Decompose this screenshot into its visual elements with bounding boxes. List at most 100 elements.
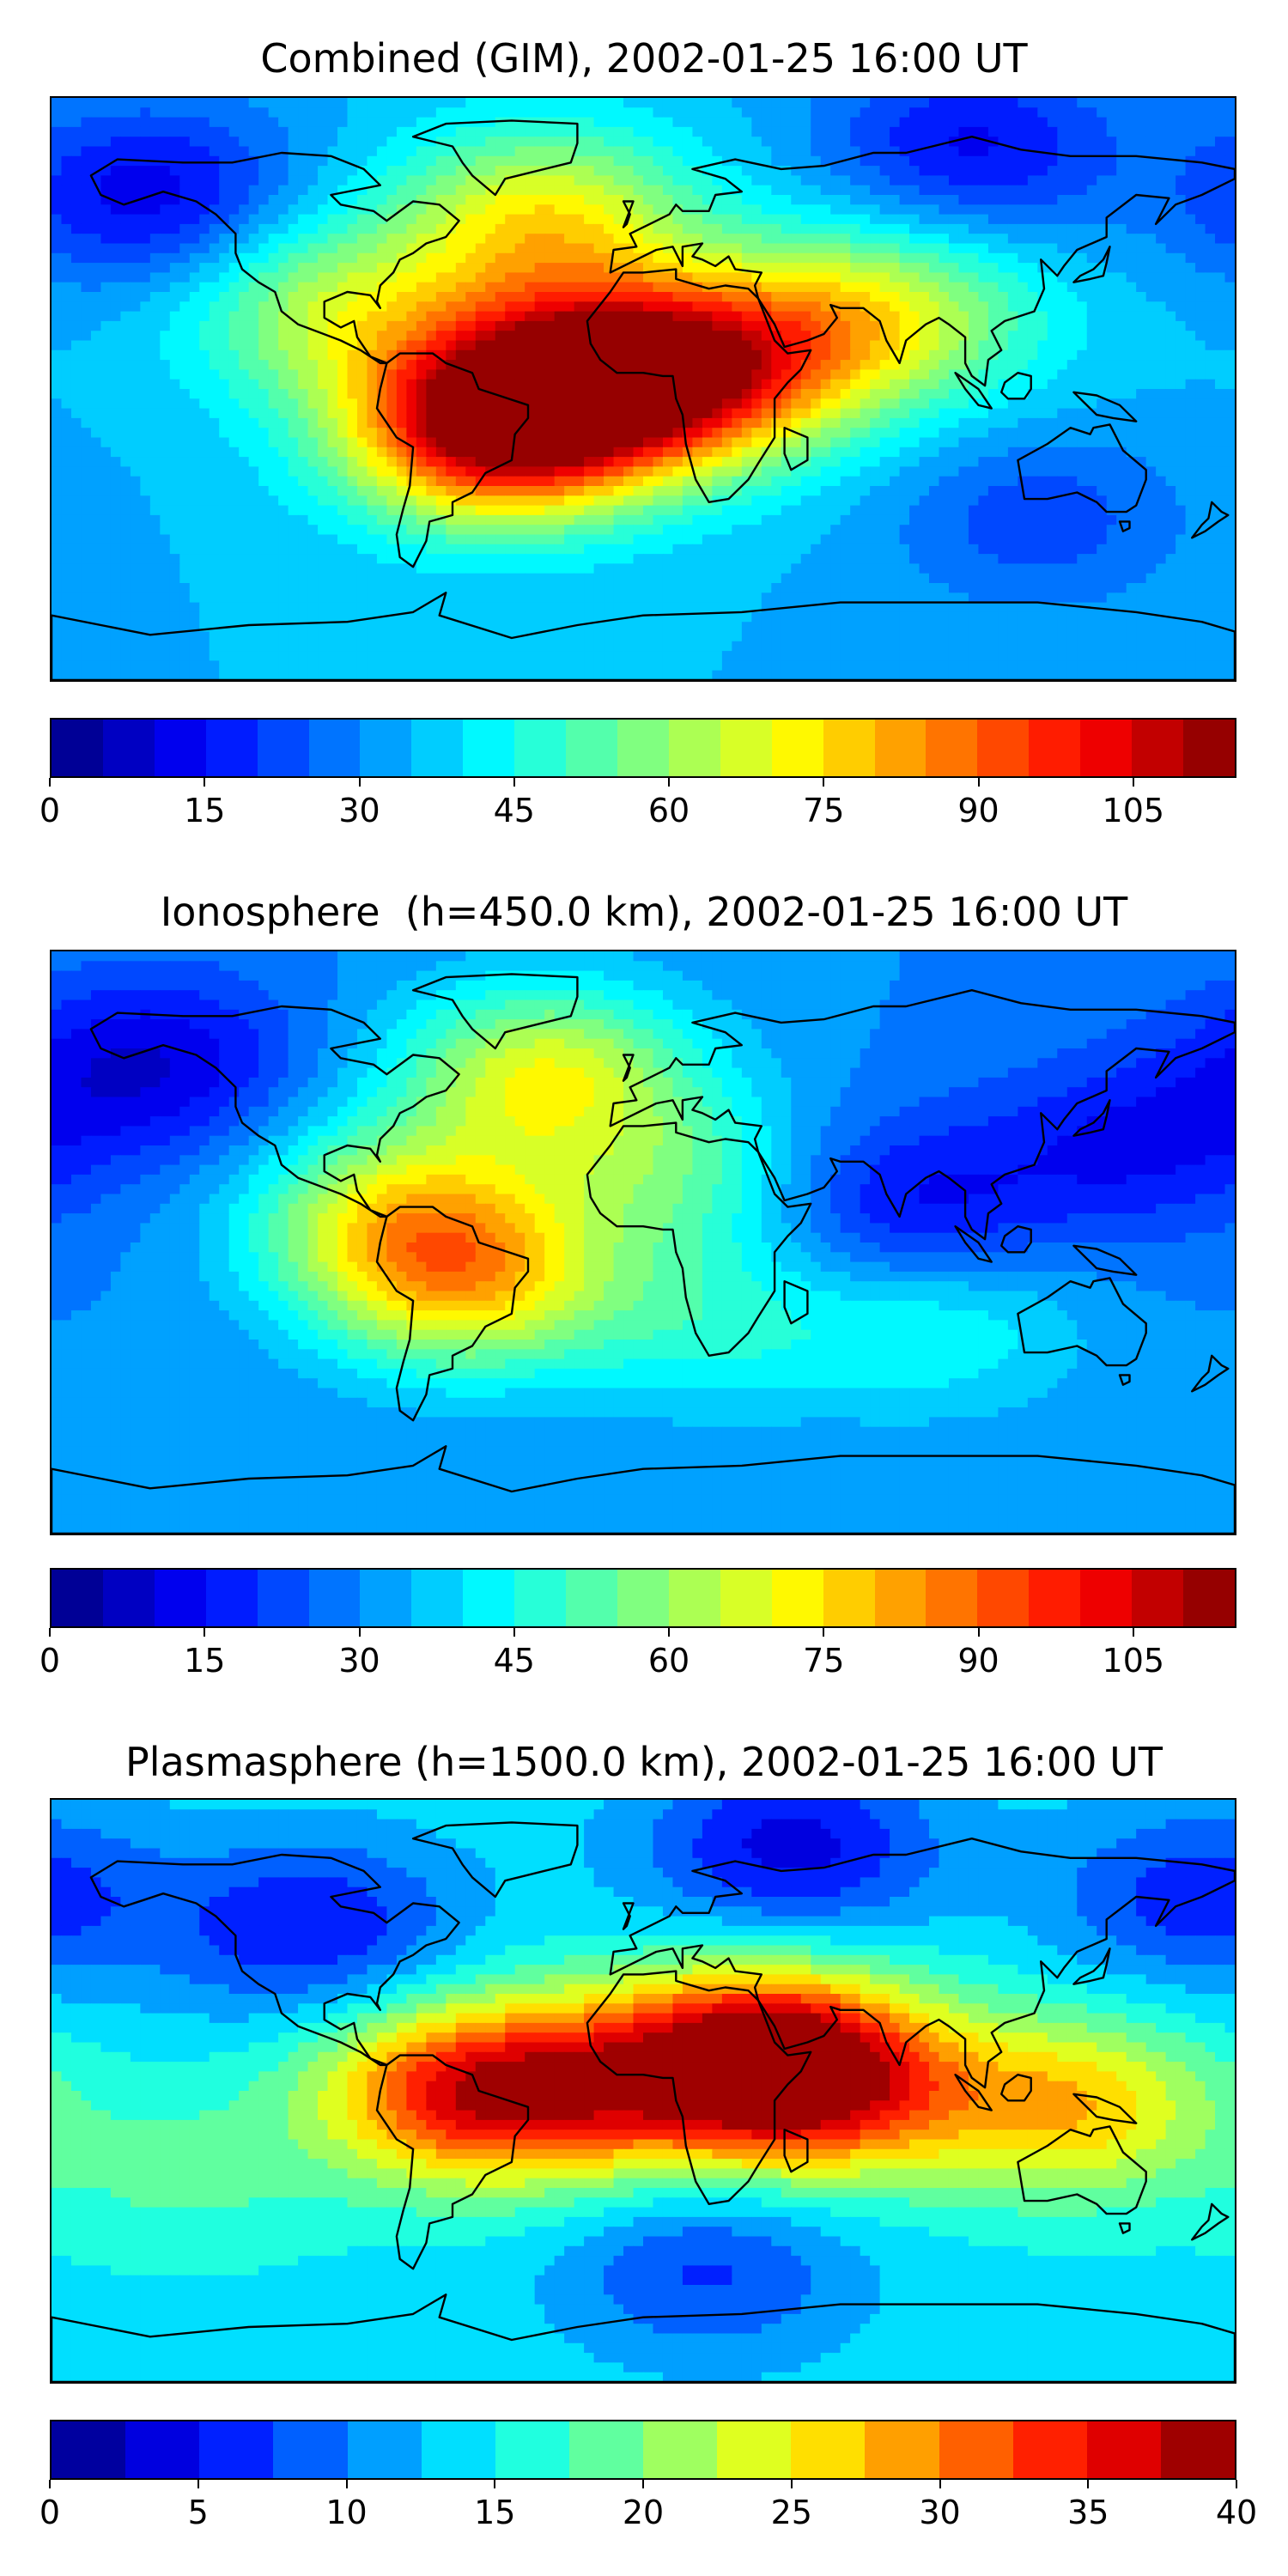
colorbar-tick: [494, 2480, 496, 2488]
colorbar-segment: [360, 1570, 412, 1626]
colorbar-tick-label: 90: [957, 1642, 999, 1680]
coastline-12: [1000, 372, 1032, 400]
colorbar-segment: [273, 2421, 348, 2478]
coastline-5: [609, 989, 1235, 1241]
colorbar-tick-label: 15: [184, 1642, 225, 1680]
panel-1-colorbar-ticks: 0 15 30 45 60 75 90 105: [39, 778, 1236, 829]
colorbar-tick-label: 15: [474, 2494, 515, 2531]
colorbar-segment: [823, 720, 875, 776]
coastline-0: [89, 151, 460, 365]
colorbar-tick-label: 90: [957, 792, 999, 829]
coastline-7: [1017, 423, 1147, 513]
panel-2-title: Ionosphere (h=450.0 km), 2002-01-25 16:0…: [0, 888, 1288, 936]
panel-2-map-svg: [52, 951, 1235, 1534]
coastline-4: [783, 1280, 809, 1325]
colorbar-segment: [926, 720, 978, 776]
colorbar-tick-label: 105: [1103, 1642, 1165, 1680]
colorbar-segment: [1012, 2421, 1087, 2478]
colorbar-segment: [154, 1570, 206, 1626]
coastline-4: [783, 427, 809, 471]
panel-3-map: [50, 1798, 1236, 2384]
colorbar-tick: [1236, 2480, 1237, 2488]
colorbar-tick: [358, 778, 361, 787]
coastline-11: [954, 2074, 993, 2111]
coastline-6: [622, 1054, 635, 1082]
colorbar-tick: [939, 2480, 941, 2488]
colorbar-tick-label: 60: [648, 792, 690, 829]
colorbar-tick-label: 75: [803, 1642, 844, 1680]
coastline-5: [609, 1838, 1235, 2089]
colorbar-tick: [513, 778, 515, 787]
coastline-13: [1072, 1244, 1138, 1276]
colorbar-segment: [568, 2421, 643, 2478]
coastline-8: [1118, 520, 1131, 532]
colorbar-tick-label: 5: [188, 2494, 209, 2531]
coastline-6: [622, 1902, 635, 1930]
colorbar-tick: [668, 778, 671, 787]
coastline-13: [1072, 391, 1138, 422]
colorbar-tick-label: 15: [184, 792, 225, 829]
field-layer: [52, 1800, 1235, 2382]
coastline-8: [1118, 1374, 1131, 1386]
colorbar-tick: [1132, 778, 1134, 787]
colorbar-tick: [49, 778, 51, 787]
colorbar-segment: [668, 720, 720, 776]
coastline-6: [622, 200, 635, 228]
colorbar-segment: [52, 720, 103, 776]
panel-3-map-svg: [52, 1800, 1235, 2382]
colorbar-segment: [125, 2421, 200, 2478]
colorbar-segment: [1132, 1570, 1183, 1626]
coastline-11: [954, 372, 993, 410]
coastlines: [52, 1821, 1235, 2382]
colorbar-segment: [199, 2421, 274, 2478]
colorbar-segment: [720, 1570, 772, 1626]
colorbar-segment: [52, 2421, 126, 2478]
colorbar-segment: [1086, 2421, 1161, 2478]
colorbar-tick: [823, 778, 825, 787]
panel-3-colorbar: [50, 2420, 1236, 2480]
colorbar-tick: [977, 1628, 980, 1637]
colorbar-tick: [642, 2480, 644, 2488]
colorbar-tick-label: 0: [39, 2494, 60, 2531]
coastline-14: [52, 1445, 1235, 1534]
coastline-5: [609, 136, 1235, 387]
colorbar-segment: [643, 2421, 718, 2478]
colorbar-segment: [1182, 1570, 1235, 1626]
coastline-11: [954, 1225, 993, 1263]
coastline-8: [1118, 2222, 1131, 2234]
colorbar-segment: [411, 720, 464, 776]
colorbar-tick: [197, 2480, 199, 2488]
coastline-7: [1017, 2125, 1147, 2215]
colorbar-segment: [205, 720, 258, 776]
coastline-2: [375, 352, 530, 568]
colorbar-tick: [204, 1628, 206, 1637]
colorbar-segment: [1029, 1570, 1081, 1626]
coastline-4: [783, 2129, 809, 2173]
colorbar-segment: [1029, 720, 1081, 776]
colorbar-segment: [154, 720, 206, 776]
colorbar-segment: [102, 1570, 155, 1626]
colorbar-segment: [566, 720, 617, 776]
colorbar-tick-label: 45: [494, 1642, 535, 1680]
colorbar-segment: [514, 720, 567, 776]
colorbar-segment: [1080, 1570, 1133, 1626]
panel-1-map-svg: [52, 98, 1235, 680]
coastline-2: [375, 1206, 530, 1422]
colorbar-tick: [49, 1628, 51, 1637]
colorbar-tick: [49, 2480, 51, 2488]
colorbar-segment: [257, 720, 309, 776]
colorbar-segment: [411, 1570, 464, 1626]
coastline-0: [89, 1853, 460, 2067]
colorbar-tick: [204, 778, 206, 787]
coastline-7: [1017, 1277, 1147, 1367]
colorbar-segment: [720, 720, 772, 776]
coastline-12: [1000, 1225, 1032, 1254]
coastlines: [52, 973, 1235, 1534]
coastline-2: [375, 2054, 530, 2270]
colorbar-segment: [495, 2421, 569, 2478]
colorbar-segment: [617, 720, 669, 776]
colorbar-segment: [514, 1570, 567, 1626]
colorbar-tick-label: 30: [338, 792, 380, 829]
colorbar-tick: [513, 1628, 515, 1637]
coastline-0: [89, 1005, 460, 1218]
